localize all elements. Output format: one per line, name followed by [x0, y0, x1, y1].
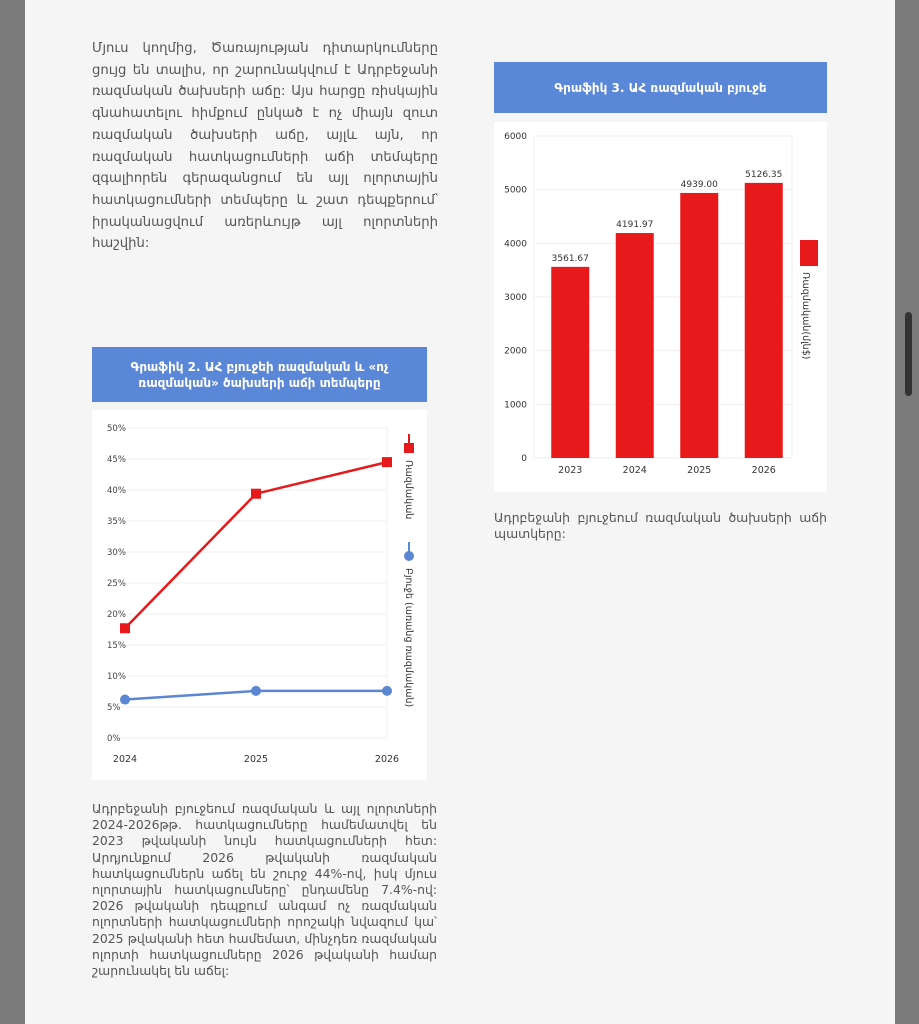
legend-marker	[800, 240, 818, 266]
data-label: 3561.67	[552, 254, 589, 264]
legend-label: Ռազմական	[403, 460, 414, 519]
y-tick-label: 4000	[504, 239, 527, 249]
data-point	[382, 457, 392, 468]
y-tick-label: 0	[521, 454, 527, 464]
x-tick-label: 2026	[752, 465, 776, 476]
y-tick-label: 0%	[107, 734, 121, 744]
x-tick-label: 2024	[623, 465, 647, 476]
data-point	[382, 685, 392, 696]
chart2-caption: Ադրբեջանի բյուջեում ռազմական և այլ ոլորտ…	[92, 801, 437, 979]
bar	[744, 182, 783, 459]
y-tick-label: 25%	[107, 579, 126, 589]
chart2-line-chart: 0% 5% 10% 15% 20% 25% 30% 35% 40% 45% 50% 2024 2025 2…	[92, 410, 427, 780]
x-tick-label: 2023	[558, 465, 582, 476]
y-tick-label: 3000	[504, 293, 527, 303]
x-tick-label: 2025	[687, 465, 711, 476]
intro-paragraph: Մյուս կողմից, Ծառայության դիտարկումները …	[92, 41, 438, 252]
y-tick-label: 15%	[107, 641, 126, 651]
data-point	[120, 694, 130, 705]
legend-marker	[404, 551, 414, 561]
series-line	[124, 460, 388, 630]
data-point	[120, 623, 130, 634]
scrollbar-thumb[interactable]	[905, 312, 912, 396]
legend-marker	[404, 443, 414, 453]
bar	[615, 233, 654, 458]
data-label: 5126.35	[745, 170, 782, 180]
data-point	[251, 488, 261, 499]
bar	[680, 192, 719, 458]
chart3-bar-chart: 0 1000 2000 3000 4000 5000 6000 3561.67 2023 4191…	[494, 122, 827, 492]
y-tick-label: 1000	[504, 400, 527, 410]
x-tick-label: 2025	[244, 754, 268, 765]
x-tick-label: 2024	[113, 754, 137, 765]
data-point	[251, 685, 261, 696]
data-label: 4939.00	[681, 180, 718, 190]
y-tick-label: 2000	[504, 347, 527, 357]
x-tick-label: 2026	[375, 754, 399, 765]
chart2-title: Գրաֆիկ 2. ԱՀ բյուջեի ռազմական և «ոչ ռազմ…	[92, 347, 427, 402]
y-tick-label: 45%	[107, 455, 126, 465]
y-tick-label: 6000	[504, 132, 527, 142]
y-tick-label: 30%	[107, 548, 126, 558]
y-tick-label: 5000	[504, 186, 527, 196]
chart3-caption: Ադրբեջանի բյուջեում ռազմական ծախսերի աճի…	[494, 510, 827, 542]
legend-label: Ռազմական(մլն$)	[800, 272, 811, 359]
bar	[551, 266, 590, 458]
data-label: 4191.97	[616, 220, 653, 230]
legend-label: Բյուջե (առանց ռազմական)	[403, 568, 414, 707]
y-tick-label: 35%	[107, 517, 126, 527]
y-tick-label: 50%	[107, 424, 126, 434]
y-tick-label: 5%	[107, 703, 121, 713]
y-tick-label: 20%	[107, 610, 126, 620]
chart3-title: Գրաֆիկ 3. ԱՀ ռազմական բյուջե	[494, 62, 827, 113]
y-tick-label: 10%	[107, 672, 126, 682]
y-tick-label: 40%	[107, 486, 126, 496]
